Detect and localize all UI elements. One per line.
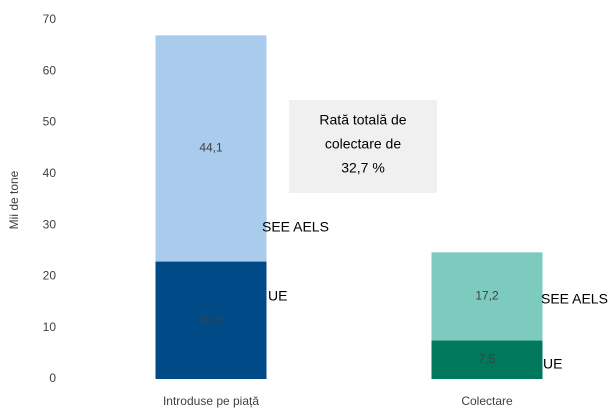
y-tick-label: 40 <box>43 166 57 180</box>
value-label: 22,9 <box>199 312 223 326</box>
annotation-box <box>289 100 437 193</box>
y-tick-label: 0 <box>49 371 56 385</box>
bar-segment <box>431 252 543 341</box>
value-label: 44,1 <box>199 141 223 155</box>
annotation: 32,7 % <box>341 160 385 176</box>
y-tick-label: 60 <box>43 63 57 77</box>
y-axis-label: Mii de tone <box>7 170 21 229</box>
y-tick-label: 50 <box>43 115 57 129</box>
x-tick-label: Introduse pe piață <box>163 394 259 408</box>
bar-segment <box>431 340 543 379</box>
bar-segment <box>155 261 267 379</box>
segment-label: UE <box>268 288 287 304</box>
value-label: 7,5 <box>479 352 496 366</box>
annotation: colectare de <box>325 136 401 152</box>
y-tick-label: 10 <box>43 320 57 334</box>
bar-segment <box>155 35 267 262</box>
annotation: Rată totală de <box>319 112 406 128</box>
value-label: 17,2 <box>475 289 499 303</box>
x-tick-label: Colectare <box>461 394 513 408</box>
y-tick-label: 70 <box>43 12 57 26</box>
y-tick-label: 20 <box>43 269 57 283</box>
segment-label: SEE AELS <box>262 219 329 235</box>
segment-label: UE <box>543 356 562 372</box>
y-tick-label: 30 <box>43 217 57 231</box>
segment-label: SEE AELS <box>541 291 608 307</box>
